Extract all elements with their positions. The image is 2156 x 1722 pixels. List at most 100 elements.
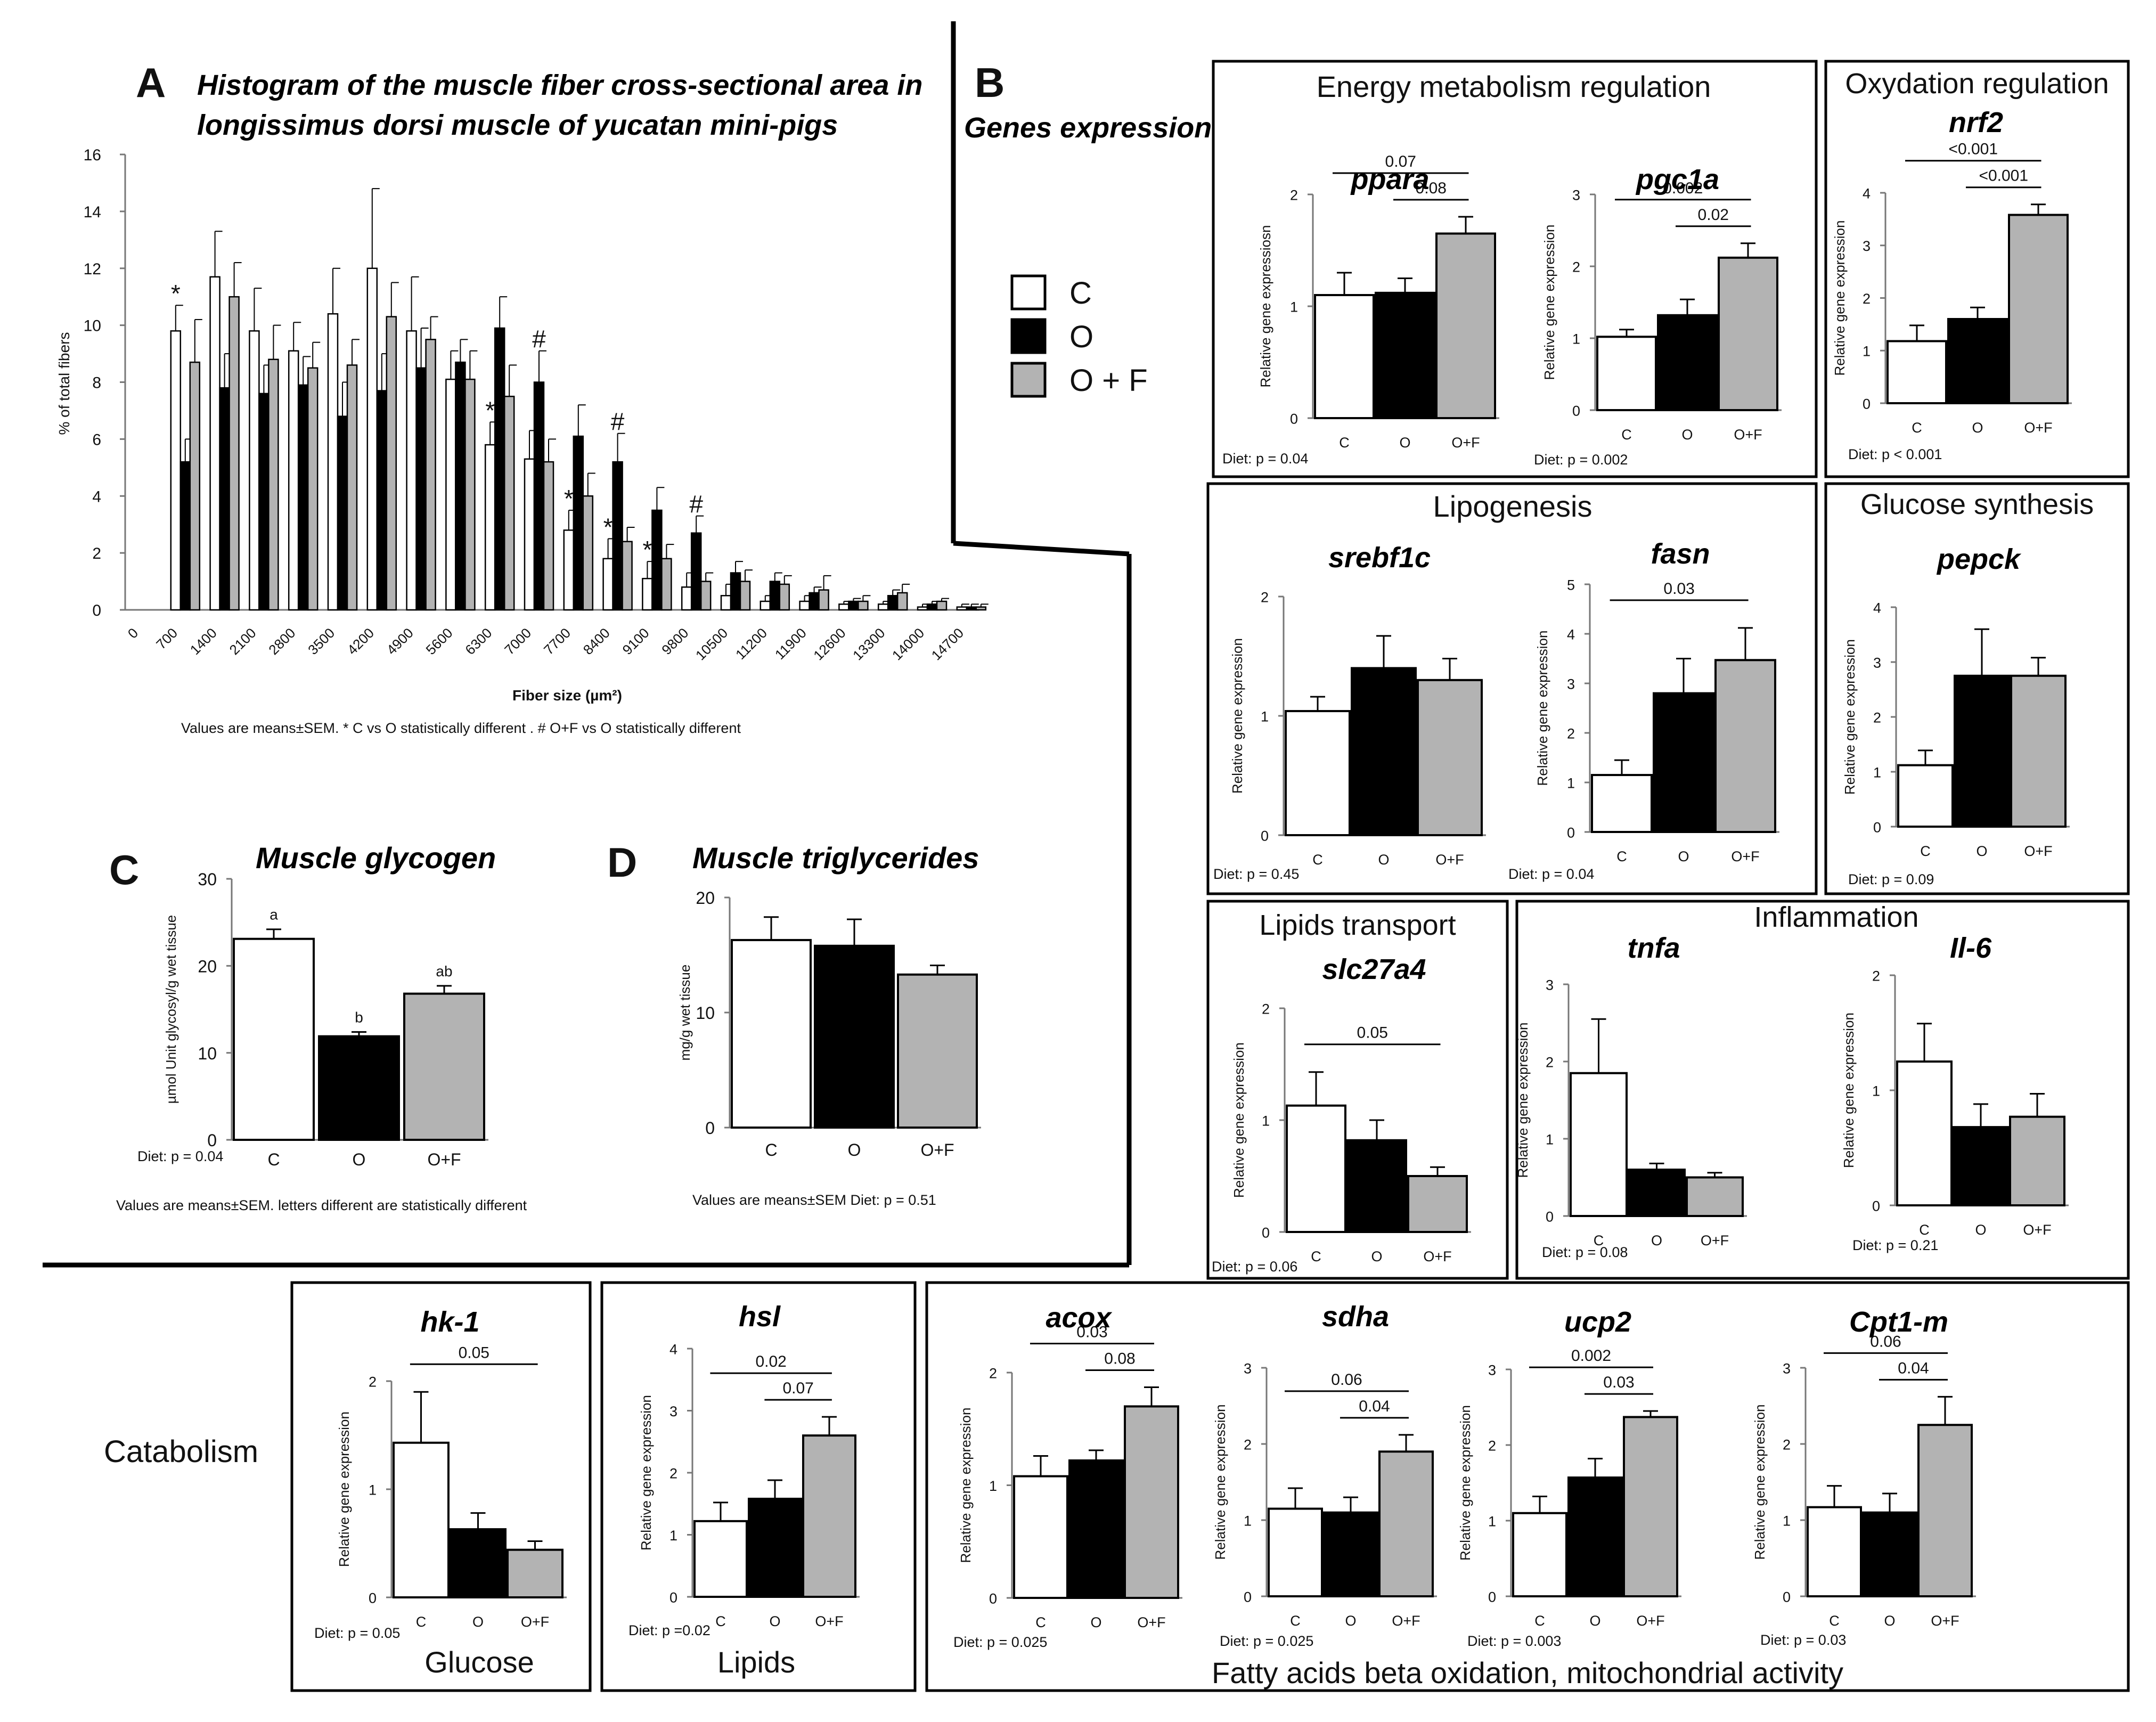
chart-acox: 0 1 2 C O O+F 0.03 0.08 acox Relative gene expres… <box>953 1302 1182 1650</box>
bar-O+F <box>1686 1176 1744 1217</box>
bar-C-1400 <box>209 276 220 611</box>
box-oxidation <box>1824 60 2130 478</box>
x-tick-label: O <box>769 1613 780 1629</box>
y-axis-label: mg/g wet tissue <box>677 965 693 1061</box>
x-tick-label: O+F <box>1451 435 1480 451</box>
x-tick-label: O <box>1399 435 1410 451</box>
bar-O+F-700 <box>189 361 201 611</box>
y-tick-label: 3 <box>1488 1362 1496 1378</box>
x-tick-label: O+F <box>1636 1613 1664 1629</box>
panel-c-title: Muscle glycogen <box>256 841 496 875</box>
y-tick-label: 3 <box>1873 655 1881 671</box>
y-tick-label: 1 <box>1488 1513 1496 1529</box>
bar-C-8400 <box>602 558 614 611</box>
y-tick-label: 3 <box>1546 977 1554 993</box>
x-tick-label: 13300 <box>850 625 888 663</box>
x-tick-label: 3500 <box>305 625 338 658</box>
x-tick-label: 7700 <box>541 625 574 658</box>
y-tick-label: 1 <box>1244 1513 1252 1529</box>
bar-C <box>1807 1506 1862 1597</box>
bar-O <box>1953 1126 2009 1207</box>
x-tick-label: C <box>1339 435 1350 451</box>
x-tick-label: C <box>267 1150 280 1169</box>
x-tick-label: O+F <box>1137 1614 1165 1630</box>
bar-O-11900 <box>808 592 820 611</box>
x-tick-label: O+F <box>920 1140 954 1160</box>
y-tick-label: 0 <box>1290 411 1298 427</box>
y-tick-label: 0 <box>1244 1589 1252 1605</box>
chart-ucp2: 0 1 2 3 C O O+F 0.002 0.03 ucp2 Relative gene expr… <box>1457 1306 1681 1649</box>
panel-b-title: Genes expression <box>964 112 1212 144</box>
x-tick-label: O <box>1651 1233 1662 1248</box>
group-title-glucose: Glucose <box>424 1645 534 1679</box>
group-title-lipids-transport: Lipids transport <box>1259 909 1456 941</box>
x-tick-label: 2800 <box>265 625 298 658</box>
diet-p-value: Diet: p =0.02 <box>628 1622 710 1638</box>
bar-C-11200 <box>760 600 771 611</box>
y-tick-label: 10 <box>696 1003 715 1023</box>
significance-letter: a <box>270 907 278 923</box>
x-tick-label: O <box>1678 848 1689 864</box>
x-tick-label: 0 <box>125 625 141 641</box>
diet-p-value: Diet: p = 0.025 <box>953 1634 1047 1650</box>
x-tick-label: C <box>1534 1613 1545 1629</box>
bar-C <box>1314 294 1375 419</box>
y-tick-label: 3 <box>1567 676 1575 692</box>
bar-C-9100 <box>642 577 653 611</box>
bar-O-7000 <box>533 381 545 611</box>
bar-C <box>1596 336 1657 411</box>
y-axis-label: Relative gene expressiosn <box>1257 225 1273 388</box>
x-tick-label: 12600 <box>810 625 848 663</box>
bar-O-9100 <box>651 509 663 611</box>
significance-mark: * <box>564 485 574 512</box>
y-axis-label: % of total fibers <box>56 332 72 435</box>
y-tick-label: 0 <box>669 1589 677 1605</box>
y-tick-label: 2 <box>369 1374 377 1390</box>
panel-letter-c: C <box>109 846 139 893</box>
group-title-lipids: Lipids <box>717 1645 795 1679</box>
x-tick-label: 11200 <box>732 625 770 663</box>
bar-O <box>318 1035 400 1141</box>
bar-O+F <box>1378 1450 1434 1598</box>
bar-O <box>1567 1476 1623 1598</box>
bar-O <box>1954 674 2010 828</box>
chart-title: ppara <box>1350 164 1429 195</box>
chart-title: acox <box>1046 1302 1112 1334</box>
bar-O+F-8400 <box>622 541 633 611</box>
y-tick-label: 20 <box>198 957 217 976</box>
x-tick-label: O+F <box>521 1614 549 1630</box>
bar-C <box>1570 1072 1628 1217</box>
x-tick-label: 8400 <box>580 625 613 658</box>
diet-p-value: Diet: p = 0.06 <box>1212 1259 1297 1275</box>
bar-O <box>1068 1459 1124 1599</box>
y-tick-label: 2 <box>1262 1001 1270 1017</box>
comparison-p-value: <0.001 <box>1948 141 1998 158</box>
chart-title: fasn <box>1651 538 1710 570</box>
x-tick-label: 10500 <box>692 625 731 663</box>
bar-C <box>1013 1475 1068 1599</box>
chart-il6: 0 1 2 C O O+F Il-6 Relative gene expression Diet… <box>1841 932 2069 1253</box>
y-tick-label: 2 <box>1261 589 1269 605</box>
y-tick-label: 2 <box>92 545 101 562</box>
y-tick-label: 2 <box>1244 1437 1252 1452</box>
panel-letter-a: A <box>136 59 166 106</box>
bar-O <box>1375 291 1435 419</box>
y-tick-label: 2 <box>1488 1438 1496 1454</box>
diet-p-value: Diet: p = 0.002 <box>1534 452 1628 468</box>
x-tick-label: C <box>416 1614 427 1630</box>
y-tick-label: 0 <box>1873 819 1881 835</box>
y-tick-label: 6 <box>92 431 101 448</box>
bar-C-12600 <box>838 603 850 611</box>
bar-O <box>1628 1169 1686 1217</box>
bar-O-2800 <box>297 384 309 611</box>
comparison-p-value: 0.02 <box>755 1353 786 1370</box>
note-c: Values are means±SEM. letters different … <box>116 1197 527 1213</box>
chart-title: slc27a4 <box>1322 953 1426 985</box>
chart-title: nrf2 <box>1949 107 2003 138</box>
bar-O-14000 <box>926 603 938 611</box>
chart-nrf2: 0 1 2 3 4 C O O+F <0.001 <0.001 nrf2 Relative gene … <box>1832 107 2072 462</box>
y-tick-label: 1 <box>1783 1513 1791 1529</box>
bar-O+F-5600 <box>464 378 476 611</box>
bar-C-10500 <box>720 595 732 611</box>
y-axis-label: Relative gene expression <box>1534 631 1550 786</box>
